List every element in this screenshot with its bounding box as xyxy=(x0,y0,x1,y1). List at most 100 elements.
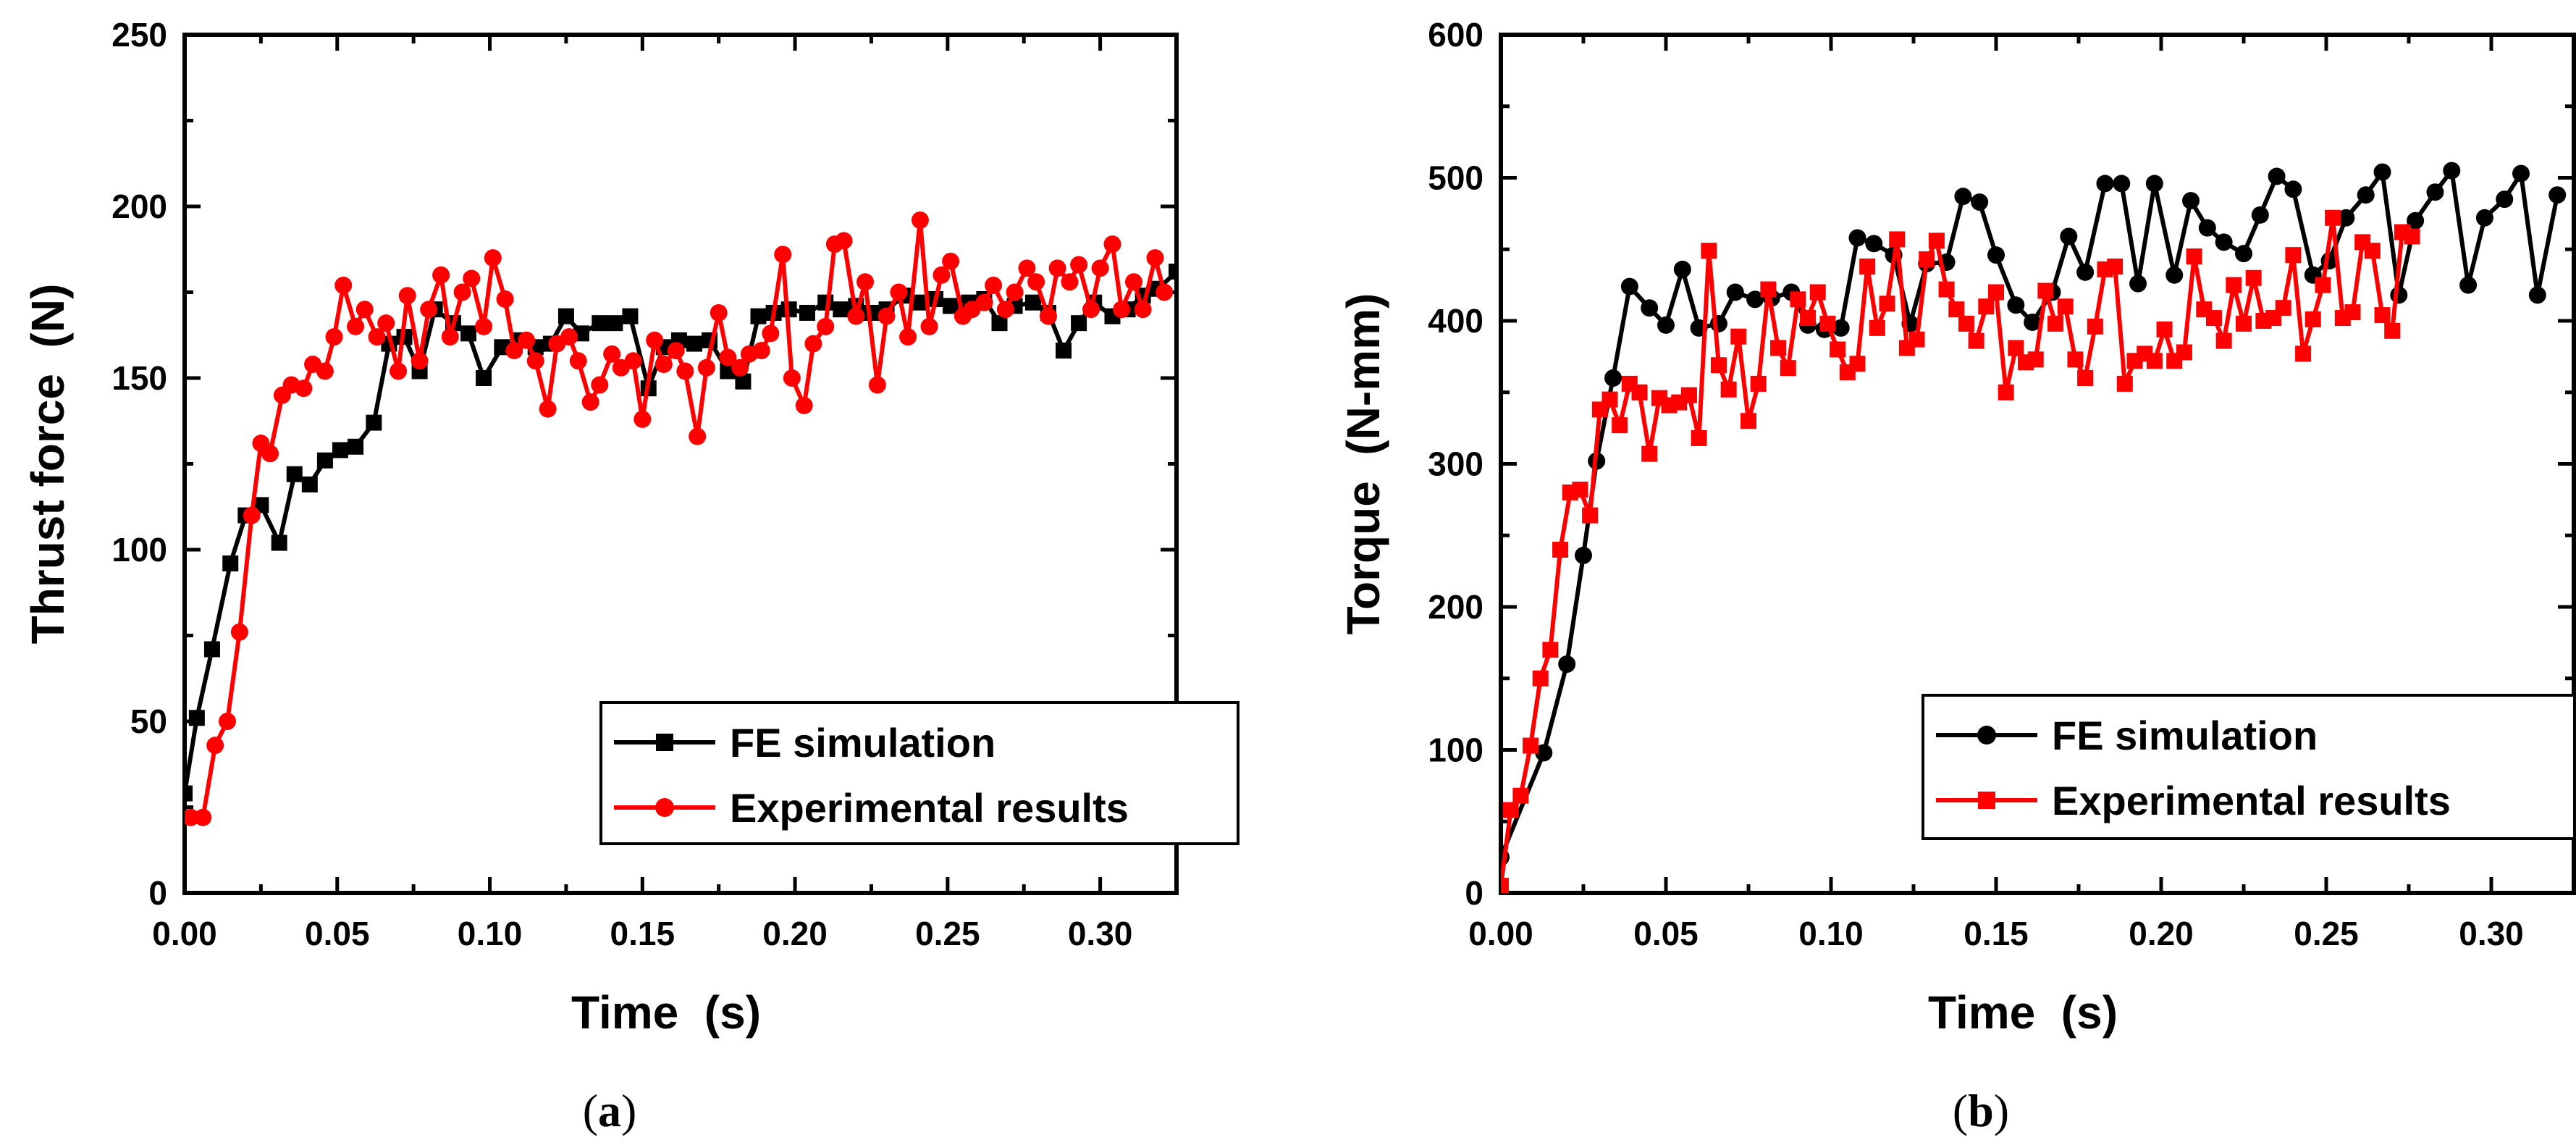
data-point xyxy=(1859,258,1876,274)
data-point xyxy=(2344,304,2361,321)
data-point xyxy=(710,303,728,322)
data-point xyxy=(624,352,642,370)
data-point xyxy=(622,308,639,324)
data-point xyxy=(933,266,951,284)
data-point xyxy=(654,356,673,374)
legend-marker xyxy=(1978,792,1995,809)
data-point xyxy=(334,277,353,295)
legend-marker xyxy=(655,798,674,817)
data-point xyxy=(1673,260,1691,278)
panel-b: 0.00 0.05 0.10 0.15 0.20 0.25 0.30 0 100 200 300 40… xyxy=(1337,16,2576,1136)
legend-label: FE simulation xyxy=(2052,713,2318,758)
data-point xyxy=(1620,277,1638,295)
legend-label: Experimental results xyxy=(730,785,1129,831)
data-point xyxy=(2186,248,2202,265)
data-point xyxy=(2390,286,2408,304)
x-tick-label: 0.30 xyxy=(2459,915,2524,952)
data-point xyxy=(1113,301,1131,319)
data-point xyxy=(206,737,224,755)
data-point xyxy=(366,414,382,431)
data-point xyxy=(2235,245,2252,263)
data-point xyxy=(1726,283,1744,301)
data-point xyxy=(1018,259,1036,277)
data-point xyxy=(2245,269,2262,286)
panel-a: 0.00 0.05 0.10 0.15 0.20 0.25 0.30 0 50 100 150 200… xyxy=(22,16,1239,1136)
legend-label: Experimental results xyxy=(2052,778,2451,823)
data-point xyxy=(581,393,599,411)
data-point xyxy=(591,376,609,394)
data-point xyxy=(943,298,959,314)
data-point xyxy=(557,308,574,324)
y-tick-label: 300 xyxy=(1428,445,1483,483)
data-point xyxy=(1039,307,1057,325)
data-point xyxy=(985,277,1003,295)
data-point xyxy=(1156,283,1174,301)
data-point xyxy=(560,328,578,346)
panel-label: (a) xyxy=(583,1085,637,1136)
legend-box xyxy=(599,701,1239,845)
data-point xyxy=(518,331,536,349)
data-point xyxy=(2215,233,2233,251)
y-tick-label: 100 xyxy=(111,531,167,569)
data-point xyxy=(1056,343,1072,359)
legend-label: FE simulation xyxy=(730,720,996,766)
data-point xyxy=(752,342,770,360)
data-point xyxy=(377,314,395,332)
data-point xyxy=(1819,315,1836,332)
data-point xyxy=(1061,273,1079,291)
data-point xyxy=(301,476,318,492)
data-point xyxy=(2548,186,2567,204)
data-point xyxy=(2156,321,2173,337)
data-point xyxy=(188,710,205,726)
x-tick-label: 0.15 xyxy=(1963,915,2029,952)
x-tick-label: 0.00 xyxy=(1468,915,1533,952)
data-point xyxy=(347,317,365,335)
data-point xyxy=(1800,310,1817,327)
data-point xyxy=(2145,175,2163,193)
data-point xyxy=(646,331,664,349)
data-point xyxy=(2512,164,2530,183)
data-point xyxy=(1988,284,2004,301)
data-point xyxy=(332,442,348,458)
data-point xyxy=(1919,251,1935,268)
data-point xyxy=(295,379,313,398)
data-point xyxy=(2215,332,2232,349)
data-point xyxy=(1832,319,1850,337)
data-point xyxy=(2285,247,2302,264)
data-point xyxy=(1134,301,1152,319)
data-point xyxy=(1641,445,1658,462)
data-point xyxy=(1604,369,1622,387)
x-tick-label: 0.00 xyxy=(152,915,217,952)
data-point xyxy=(2113,175,2131,193)
data-point xyxy=(1502,802,1519,818)
data-point xyxy=(398,287,416,305)
data-point xyxy=(603,345,621,363)
data-point xyxy=(1103,235,1121,253)
data-point xyxy=(877,307,896,325)
data-point xyxy=(219,713,237,730)
data-point xyxy=(286,466,303,482)
data-point xyxy=(1169,264,1177,280)
data-point xyxy=(890,283,908,301)
y-tick-label: 100 xyxy=(1428,731,1483,769)
data-point xyxy=(1146,249,1164,267)
data-point xyxy=(1746,290,1764,309)
data-point xyxy=(185,785,193,802)
data-point xyxy=(719,348,737,366)
data-point xyxy=(2047,315,2064,332)
data-point xyxy=(316,362,334,380)
data-point xyxy=(460,325,477,342)
data-point xyxy=(1535,744,1553,762)
data-point xyxy=(774,246,792,264)
data-point xyxy=(1879,295,1895,312)
x-tick-label: 0.25 xyxy=(915,915,980,952)
data-point xyxy=(1070,256,1088,274)
data-point xyxy=(911,211,929,229)
y-tick-label: 200 xyxy=(1428,588,1483,626)
data-point xyxy=(316,452,333,469)
data-point xyxy=(1582,507,1599,524)
data-point xyxy=(1968,332,1984,349)
y-tick-label: 200 xyxy=(111,188,167,225)
data-point xyxy=(2007,296,2025,314)
data-point xyxy=(592,315,608,332)
